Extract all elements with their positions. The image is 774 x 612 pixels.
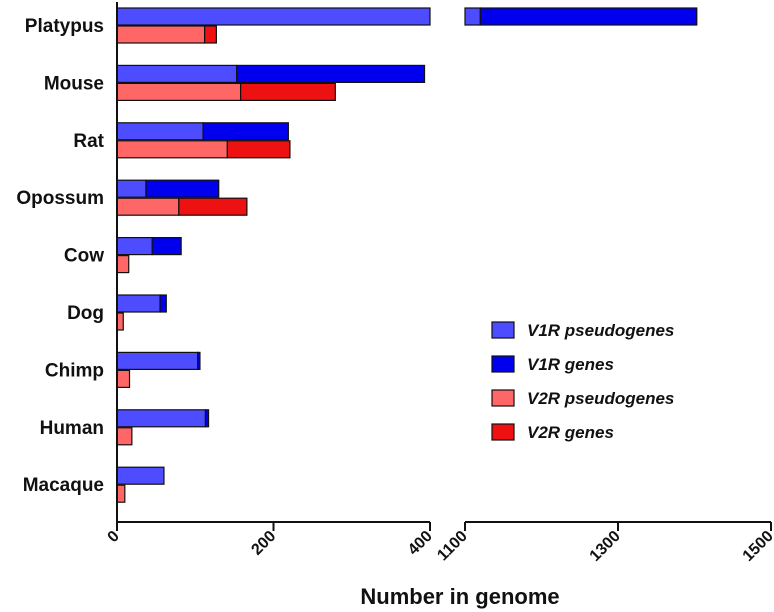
x-tick-label-400: 400 bbox=[405, 528, 436, 559]
category-label-platypus: Platypus bbox=[25, 16, 104, 37]
legend-label-v1r-pseudogenes: V1R pseudogenes bbox=[527, 321, 674, 340]
x-tick-label-200: 200 bbox=[248, 528, 279, 559]
bar-human-v2r-pseudogenes bbox=[116, 427, 133, 446]
legend-label-v2r-pseudogenes: V2R pseudogenes bbox=[527, 389, 674, 408]
bar-macaque-v1r-pseudogenes bbox=[116, 466, 165, 485]
bar-mouse-v1r-genes bbox=[236, 64, 426, 84]
legend-swatch-v1r-pseudogenes bbox=[491, 321, 515, 339]
bar-platypus-v1r-pseudogenes bbox=[116, 7, 431, 26]
bar-mouse-v2r-genes bbox=[240, 82, 336, 102]
x-tick-label-0: 0 bbox=[105, 528, 123, 546]
legend-swatch-v2r-genes bbox=[491, 423, 515, 441]
bar-mouse-v2r-pseudogenes bbox=[116, 82, 242, 102]
bar-opossum-v2r-genes bbox=[178, 197, 248, 216]
bar-macaque-v2r-pseudogenes bbox=[116, 484, 126, 503]
x-tick-label-1100: 1100 bbox=[434, 528, 471, 565]
category-label-dog: Dog bbox=[67, 303, 104, 324]
bar-rat-v1r-genes bbox=[202, 122, 289, 141]
bar-chimp-v1r-pseudogenes bbox=[116, 351, 199, 370]
x-tick-label-1500: 1500 bbox=[740, 528, 774, 565]
bar-dog-v1r-pseudogenes bbox=[116, 294, 161, 313]
x-tick-label-1300: 1300 bbox=[587, 528, 624, 565]
bar-chimp-v1r-genes bbox=[196, 351, 201, 370]
x-axis-title: Number in genome bbox=[360, 584, 559, 609]
bar-cow-v1r-pseudogenes bbox=[116, 237, 153, 256]
legend-swatch-v1r-genes bbox=[491, 355, 515, 373]
bar-rat-v2r-pseudogenes bbox=[116, 140, 228, 159]
legend-swatch-v2r-pseudogenes bbox=[491, 389, 515, 407]
category-label-rat: Rat bbox=[73, 131, 104, 152]
category-label-macaque: Macaque bbox=[23, 475, 104, 496]
legend: V1R pseudogenes V1R genes V2R pseudogenes V… bbox=[491, 321, 674, 442]
bar-opossum-v1r-pseudogenes bbox=[116, 179, 147, 198]
bar-opossum-v1r-genes bbox=[145, 179, 220, 198]
bar-mouse-v1r-pseudogenes bbox=[116, 64, 238, 84]
bar-human-v1r-pseudogenes bbox=[116, 409, 207, 428]
bar-dog-v1r-genes bbox=[159, 294, 167, 313]
category-labels: Platypus Mouse Rat Opossum Cow Dog Chimp Human M… bbox=[16, 16, 104, 496]
bar-cow-v1r-genes bbox=[151, 237, 182, 256]
bar-platypus-v2r-pseudogenes bbox=[116, 25, 206, 44]
bar-chimp-v2r-pseudogenes bbox=[116, 369, 131, 388]
bar-rat-v1r-pseudogenes bbox=[116, 122, 204, 141]
bar-opossum-v2r-pseudogenes bbox=[116, 197, 180, 216]
bar-cow-v2r-pseudogenes bbox=[116, 255, 130, 274]
category-label-opossum: Opossum bbox=[16, 188, 104, 209]
legend-label-v2r-genes: V2R genes bbox=[527, 423, 614, 442]
category-label-chimp: Chimp bbox=[45, 360, 104, 381]
bar-rat-v2r-genes bbox=[226, 140, 291, 159]
bar-human-v1r-genes bbox=[204, 409, 210, 428]
bars-layer bbox=[116, 7, 698, 503]
bar-platypus-v1r-genes-upper bbox=[479, 7, 698, 26]
bar-platypus-v1r-pseudogenes-upper bbox=[464, 7, 481, 26]
category-label-cow: Cow bbox=[64, 246, 104, 267]
category-label-human: Human bbox=[40, 418, 104, 439]
bar-platypus-v2r-genes bbox=[204, 25, 217, 44]
category-label-mouse: Mouse bbox=[44, 73, 104, 94]
legend-label-v1r-genes: V1R genes bbox=[527, 355, 614, 374]
